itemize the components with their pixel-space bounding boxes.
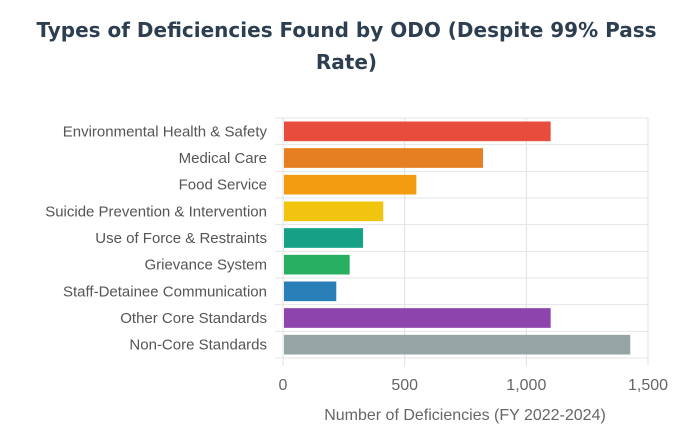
category-label: Non-Core Standards bbox=[129, 337, 267, 354]
bar bbox=[284, 228, 364, 248]
bar bbox=[284, 308, 551, 328]
category-label: Grievance System bbox=[144, 257, 267, 274]
bar bbox=[284, 148, 484, 168]
category-label: Other Core Standards bbox=[120, 310, 267, 327]
category-label: Environmental Health & Safety bbox=[63, 123, 268, 140]
x-tick-labels: 0 500 1,000 1,500 bbox=[279, 377, 669, 394]
chart-title-line-1: Types of Deficiencies Found by ODO (Desp… bbox=[36, 18, 657, 42]
category-label: Use of Force & Restraints bbox=[95, 230, 267, 247]
x-tick-label: 0 bbox=[279, 377, 288, 394]
category-label: Food Service bbox=[179, 177, 267, 194]
category-label: Suicide Prevention & Intervention bbox=[45, 203, 267, 220]
bar bbox=[284, 334, 631, 355]
bar bbox=[284, 174, 417, 195]
grid bbox=[275, 117, 649, 366]
bar bbox=[284, 254, 350, 275]
category-label: Staff-Detainee Communication bbox=[63, 283, 267, 300]
bar bbox=[284, 121, 551, 142]
bar bbox=[284, 201, 384, 222]
bar bbox=[284, 281, 337, 302]
bars bbox=[284, 121, 631, 355]
chart-title: Types of Deficiencies Found by ODO (Desp… bbox=[0, 14, 693, 78]
x-axis-title: Number of Deficiencies (FY 2022-2024) bbox=[324, 407, 606, 424]
x-tick-label: 1,500 bbox=[628, 377, 668, 394]
chart-title-line-2: Rate) bbox=[315, 50, 378, 74]
x-tick-label: 500 bbox=[391, 377, 418, 394]
category-labels: Environmental Health & Safety Medical Car… bbox=[45, 123, 267, 353]
x-tick-label: 1,000 bbox=[506, 377, 546, 394]
category-label: Medical Care bbox=[179, 150, 267, 167]
